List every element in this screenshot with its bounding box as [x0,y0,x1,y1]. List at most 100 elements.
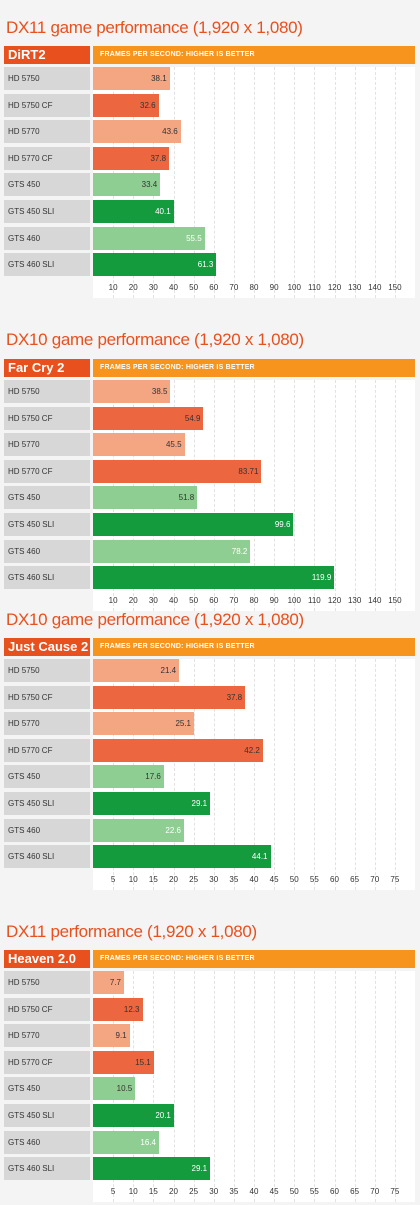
bar: 16.4 [93,1130,159,1154]
grid-line [274,67,276,299]
category-label: HD 5750 [4,67,90,90]
x-tick-label: 60 [330,875,339,885]
grid-line [254,380,255,612]
bar: 40.1 [93,200,174,223]
grid-line [193,67,195,299]
x-tick-label: 60 [330,1187,339,1197]
bar: 9.1 [93,1024,130,1048]
bar-value-label: 16.4 [140,1137,156,1147]
x-tick-label: 100 [287,596,301,606]
x-tick-label: 60 [209,596,219,606]
grid-line [233,380,235,612]
grid-line [193,659,195,891]
grid-line [173,659,175,891]
category-label: HD 5770 [4,120,90,144]
grid-line [173,67,175,299]
category-label: HD 5750 CF [4,997,90,1021]
category-label: GTS 450 [4,1077,90,1101]
grid-line [354,67,356,299]
bar-value-label: 51.8 [178,493,195,503]
fps-header: FRAMES PER SECOND: HIGHER IS BETTER [93,950,415,968]
bar-value-label: 43.6 [162,127,178,137]
grid-line [254,971,255,1203]
category-label: GTS 450 SLI [4,200,90,223]
grid-line [334,971,336,1203]
x-tick-label: 10 [128,1187,138,1197]
x-tick-label: 120 [327,283,342,293]
grid-line [334,380,336,612]
bar: 33.4 [93,173,161,197]
bar-value-label: 119.9 [311,573,332,583]
grid-line [274,380,276,612]
grid-line [394,659,396,891]
category-label: GTS 450 [4,173,90,197]
category-label: GTS 460 [4,226,90,250]
bar-value-label: 55.5 [186,233,202,243]
category-label: GTS 450 SLI [4,1104,90,1127]
grid-line [294,659,296,891]
x-tick-label: 140 [368,596,382,606]
x-tick-label: 70 [370,875,380,885]
category-label: GTS 460 SLI [4,253,90,277]
x-tick-label: 25 [189,875,199,885]
x-tick-label: 10 [108,283,118,293]
grid-line [213,380,215,612]
bar: 43.6 [93,120,181,144]
grid-line [314,971,316,1203]
category-label: GTS 460 SLI [4,566,90,590]
x-tick-label: 90 [269,596,279,606]
grid-line [314,380,316,612]
category-label: HD 5770 [4,712,90,736]
grid-line [314,659,316,891]
x-tick-label: 40 [169,596,178,606]
bar: 61.3 [93,253,217,277]
grid-line [354,380,356,612]
chart-title-4: DX11 performance (1,920 x 1,080) [6,922,257,941]
bar-value-label: 33.4 [141,180,158,190]
bar: 17.6 [93,765,164,789]
bar-value-label: 29.1 [191,1164,208,1174]
bar: 25.1 [93,712,195,736]
bar-value-label: 17.6 [145,772,161,782]
chart-title-1: DX11 game performance (1,920 x 1,080) [6,18,303,37]
bar: 21.4 [93,659,180,682]
x-tick-label: 130 [347,283,362,293]
grid-line [354,659,356,891]
bar-value-label: 20.1 [155,1111,171,1120]
category-label: GTS 450 SLI [4,513,90,536]
bar-value-label: 15.1 [135,1057,151,1067]
bar-value-label: 7.7 [109,978,121,987]
bar-value-label: 45.5 [165,440,182,450]
category-label: HD 5770 [4,1024,90,1048]
fps-header: FRAMES PER SECOND: HIGHER IS BETTER [93,359,415,377]
grid-line [254,67,255,299]
grid-line [233,659,235,891]
bar: 38.5 [93,380,171,403]
x-tick-label: 30 [148,596,158,606]
x-tick-label: 70 [229,596,239,606]
category-label: HD 5770 [4,433,90,457]
grid-line [374,971,376,1203]
bar: 15.1 [93,1050,154,1074]
bar: 44.1 [93,845,271,869]
bar-value-label: 37.8 [226,692,243,702]
bar-value-label: 32.6 [140,100,156,110]
x-tick-label: 140 [368,283,382,293]
bar-value-label: 29.1 [191,799,208,808]
x-tick-label: 40 [249,1187,259,1197]
x-tick-label: 65 [350,1187,360,1197]
x-tick-label: 50 [289,875,299,885]
bar: 78.2 [93,539,251,563]
bar: 29.1 [93,792,211,815]
game-label: Heaven 2.0 [4,950,90,968]
bar: 22.6 [93,818,184,842]
grid-line [153,971,155,1203]
bar-value-label: 10.5 [116,1084,133,1094]
grid-line [334,659,336,891]
bar: 55.5 [93,226,205,250]
bar-value-label: 9.1 [115,1031,127,1041]
x-tick-label: 10 [108,596,118,606]
plot-area: 10 20 30 40 50 60 70 80 90 100 110 120 130 140 150 38.1… [93,67,415,299]
bar: 12.3 [93,997,143,1021]
bar-value-label: 38.1 [151,74,167,83]
